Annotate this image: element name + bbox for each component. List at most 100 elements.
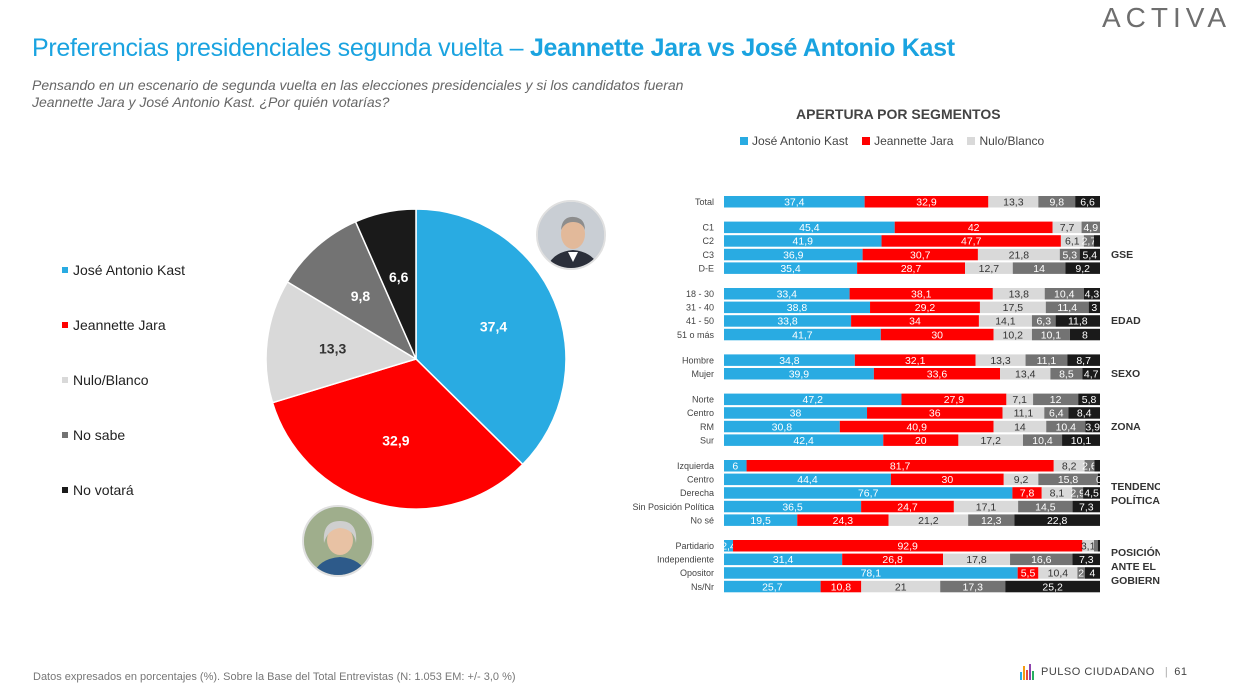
bar-value-label: 7,1 — [1012, 394, 1027, 406]
pie-slice-label: 32,9 — [382, 433, 409, 449]
row-label: Mujer — [691, 369, 714, 379]
row-label: Independiente — [657, 555, 714, 565]
pie-legend-label: José Antonio Kast — [73, 262, 186, 278]
bar-value-label: 13,4 — [1015, 369, 1036, 381]
bar-value-label: 34 — [909, 316, 921, 328]
row-label: Opositor — [680, 568, 714, 578]
bar-value-label: 22,8 — [1047, 515, 1068, 527]
bar-segment — [842, 553, 944, 566]
bar-segment — [862, 248, 978, 261]
row-label: C2 — [702, 236, 714, 246]
bar-segment — [1053, 460, 1085, 472]
bar-segment — [1072, 553, 1100, 566]
bar-value-label: 8 — [1082, 329, 1088, 341]
bar-segment — [870, 301, 980, 314]
bar-value-label: 14,5 — [1035, 501, 1056, 513]
bar-segment — [746, 460, 1054, 472]
bar-value-label: 34,8 — [779, 355, 800, 367]
bar-value-label: 13,3 — [990, 355, 1011, 367]
bar-value-label: 24,3 — [833, 515, 854, 527]
title-prefix: Preferencias presidenciales segunda vuel… — [32, 34, 530, 62]
bar-segment — [854, 354, 976, 366]
bar-value-label: 8,5 — [1059, 369, 1074, 381]
jara-portrait-icon — [304, 507, 372, 575]
bar-value-label: 21 — [895, 581, 907, 593]
group-label: ANTE EL — [1111, 561, 1157, 573]
legend-item-kast: José Antonio Kast — [740, 134, 848, 148]
bar-value-label: 17,1 — [976, 501, 997, 513]
pie-slice-label: 6,6 — [389, 269, 409, 285]
bar-value-label: 16,6 — [1031, 554, 1052, 566]
bar-segment — [724, 354, 855, 366]
bar-value-label: 8,1 — [1050, 488, 1065, 500]
group-label: ZONA — [1111, 421, 1141, 433]
bar-segment — [1062, 434, 1100, 446]
bar-segment — [724, 315, 852, 327]
bar-segment — [1093, 235, 1100, 247]
row-label: Centro — [687, 408, 714, 418]
bar-segment — [888, 514, 969, 526]
pulso-label: PULSO CIUDADANO — [1041, 666, 1155, 678]
bar-segment — [1084, 460, 1095, 472]
bar-value-label: 29,2 — [915, 302, 936, 314]
pie-slice-label: 37,4 — [480, 319, 507, 335]
bar-segment — [724, 368, 874, 380]
row-label: Centro — [687, 475, 714, 485]
bar-value-label: 10,4 — [1056, 421, 1077, 433]
bar-value-label: 2,4 — [721, 541, 736, 553]
bar-value-label: 4,9 — [1083, 222, 1098, 234]
bar-segment — [1078, 393, 1100, 406]
bar-segment — [1045, 301, 1089, 314]
bar-segment — [724, 514, 798, 526]
bar-value-label: 32,9 — [916, 197, 937, 209]
row-label: D-E — [699, 263, 715, 273]
bar-value-label: 37,4 — [784, 197, 805, 209]
bar-value-label: 9,8 — [1049, 197, 1064, 209]
bar-segment — [992, 288, 1045, 300]
bar-value-label: 8,4 — [1077, 408, 1092, 420]
row-label: Sin Posición Política — [632, 502, 714, 512]
bar-segment — [1083, 235, 1094, 247]
row-label: 41 - 50 — [686, 316, 714, 326]
bar-segment — [1018, 500, 1073, 513]
bar-segment — [724, 393, 902, 406]
bar-value-label: 15,8 — [1058, 474, 1079, 486]
bar-segment — [1094, 460, 1100, 472]
title-candidates: Jeannette Jara vs José Antonio Kast — [529, 34, 955, 62]
bar-value-label: 32,1 — [905, 355, 926, 367]
bar-segment — [724, 407, 868, 419]
legend-item-jara: Jeannette Jara — [862, 134, 953, 148]
bar-value-label: 33,6 — [927, 369, 948, 381]
bar-value-label: 17,2 — [980, 435, 1001, 447]
bar-value-label: 10,8 — [831, 581, 852, 593]
bar-segment — [901, 393, 1007, 406]
bar-segment — [1077, 567, 1085, 579]
pie-swatch-nosabe — [62, 432, 68, 438]
jara-photo — [302, 505, 374, 577]
row-label: No sé — [690, 515, 714, 525]
bar-value-label: 20 — [915, 435, 927, 447]
row-label: Hombre — [682, 355, 714, 365]
row-label: Sur — [700, 435, 714, 445]
bar-value-label: 4,3 — [1085, 289, 1100, 301]
bar-segment — [724, 500, 862, 513]
bar-value-label: 12,7 — [979, 263, 1000, 275]
bar-segment — [988, 196, 1039, 208]
bar-value-label: 5,5 — [1021, 568, 1036, 580]
bar-segment — [1082, 368, 1100, 380]
bar-segment — [1079, 248, 1100, 261]
bar-value-label: 25,2 — [1042, 581, 1063, 593]
bar-value-label: 36,5 — [782, 501, 803, 513]
pulso-ciudadano-logo: PULSO CIUDADANO | 61 — [1020, 664, 1187, 680]
bar-value-label: 10,1 — [1041, 329, 1062, 341]
legend-swatch-kast — [740, 137, 748, 145]
bar-segment — [968, 514, 1015, 526]
bar-value-label: 12 — [1050, 394, 1062, 406]
bar-segment — [724, 221, 895, 234]
bar-value-label: 7,3 — [1079, 501, 1094, 513]
bar-value-label: 13,3 — [1003, 197, 1024, 209]
bar-value-label: 76,7 — [858, 488, 879, 500]
bar-segment — [724, 420, 840, 433]
bar-value-label: 28,7 — [901, 263, 922, 275]
bar-value-label: 8,2 — [1062, 461, 1077, 473]
